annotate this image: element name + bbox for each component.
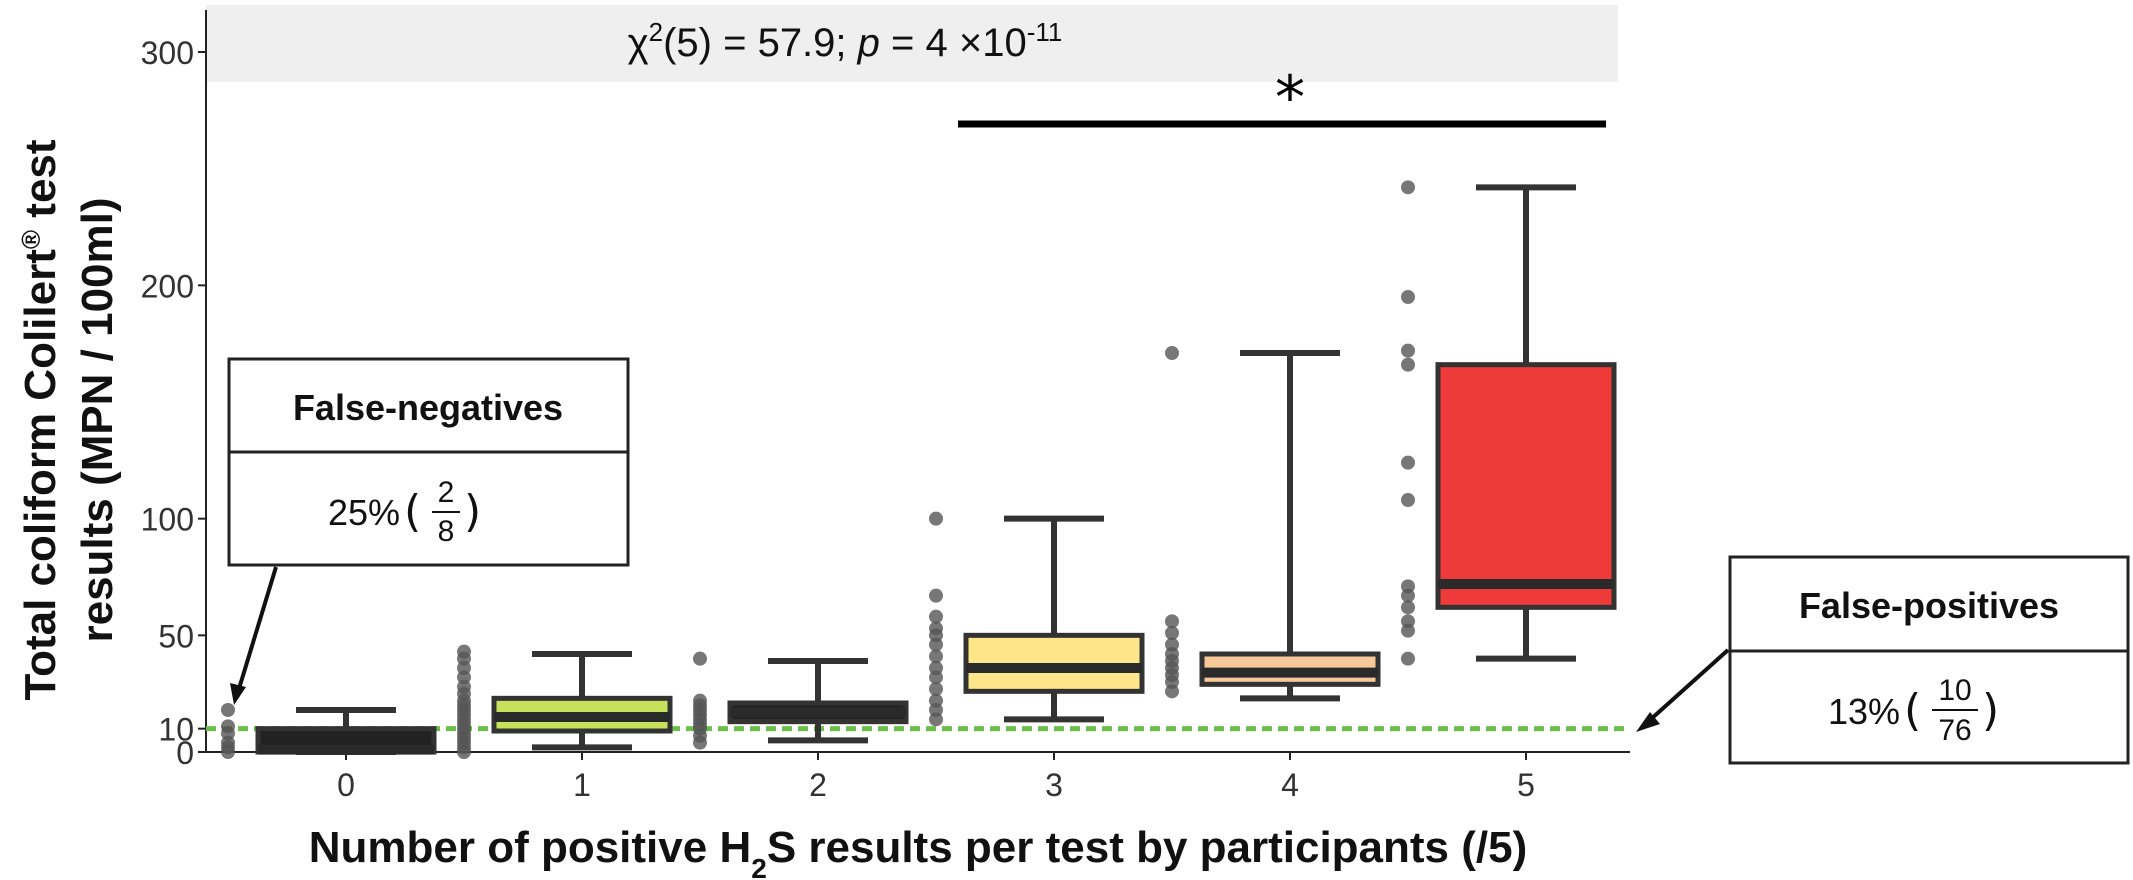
point-4-6	[1165, 637, 1179, 652]
false-negatives-num: 2	[438, 476, 455, 509]
point-3-11	[929, 588, 943, 603]
point-5-10	[1401, 290, 1415, 304]
false-negatives-paren-open: (	[404, 486, 421, 537]
points-layer	[221, 180, 1415, 759]
false-negatives-paren-close: )	[464, 486, 481, 537]
box-group-1	[491, 651, 673, 751]
point-3-3	[929, 682, 943, 696]
point-5-8	[1401, 357, 1415, 372]
x-tick-label-5: 5	[1517, 767, 1535, 803]
point-5-11	[1401, 180, 1415, 195]
false-positives-title: False-positives	[1799, 585, 2059, 626]
point-4-8	[1165, 614, 1179, 629]
y-tick-label-50: 50	[158, 618, 194, 654]
false-positives-den: 76	[1938, 714, 1971, 747]
point-3-2	[929, 693, 943, 708]
false-negatives-callout: False-negatives 25% ( 2 8 )	[227, 357, 630, 705]
point-0-5	[221, 703, 235, 717]
boxes-layer	[255, 184, 1617, 755]
false-negatives-title: False-negatives	[293, 387, 563, 428]
x-axis-title: Number of positive H2S results per test …	[309, 823, 1528, 880]
point-0-4	[221, 719, 235, 734]
false-positives-paren-close: )	[1982, 685, 1999, 736]
point-2-9	[693, 651, 707, 666]
stat-label: χ2(5) = 57.9; p = 4 ×10-11	[628, 17, 1063, 65]
box-group-0	[255, 707, 437, 755]
point-5-9	[1401, 343, 1415, 358]
point-2-8	[693, 693, 707, 708]
point-3-9	[929, 621, 943, 636]
y-axis-title-line2: results (MPN / 100ml)	[73, 197, 122, 642]
y-ticks: 010 50 100 200 300	[141, 35, 206, 771]
y-tick-label-200: 200	[141, 268, 194, 304]
significance-star: *	[1275, 63, 1305, 133]
y-axis-title-line1: Total coliform Colilert® test	[16, 139, 65, 700]
point-3-10	[929, 609, 943, 624]
y-tick-label-100: 100	[141, 502, 194, 538]
x-tick-label-1: 1	[573, 767, 591, 803]
point-4-7	[1165, 626, 1179, 640]
false-positives-paren-open: (	[1904, 685, 1921, 736]
stat-strip	[206, 5, 1618, 82]
point-4-9	[1165, 346, 1179, 360]
y-tick-label-300: 300	[141, 35, 194, 71]
box-group-2	[727, 658, 909, 744]
point-5-3	[1401, 600, 1415, 615]
x-ticks: 0 1 2 3 4 5	[337, 752, 1535, 803]
y-tick-label-10: 10	[158, 712, 194, 748]
point-3-6	[929, 649, 943, 664]
false-positives-arrowhead	[1636, 712, 1660, 732]
x-tick-label-3: 3	[1045, 767, 1063, 803]
point-5-5	[1401, 579, 1415, 594]
point-5-6	[1401, 493, 1415, 507]
point-3-12	[929, 511, 943, 526]
box-group-5	[1435, 184, 1617, 662]
box-group-3	[963, 515, 1145, 723]
point-5-0	[1401, 651, 1415, 666]
point-5-2	[1401, 614, 1415, 629]
point-1-17	[457, 644, 471, 659]
x-tick-label-0: 0	[337, 767, 355, 803]
box-5	[1435, 362, 1617, 610]
false-positives-num: 10	[1938, 674, 1971, 707]
point-3-5	[929, 661, 943, 675]
false-positives-callout: False-positives 13% ( 10 76 )	[1636, 555, 2130, 765]
false-negatives-pct: 25%	[328, 492, 400, 533]
false-negatives-den: 8	[438, 515, 455, 548]
box-group-4	[1199, 350, 1381, 702]
false-negatives-arrowhead	[230, 683, 246, 705]
point-5-7	[1401, 455, 1415, 470]
false-positives-pct: 13%	[1828, 691, 1900, 732]
y-tick-label-0: 0	[176, 735, 194, 771]
x-tick-label-2: 2	[809, 767, 827, 803]
x-tick-label-4: 4	[1281, 767, 1299, 803]
